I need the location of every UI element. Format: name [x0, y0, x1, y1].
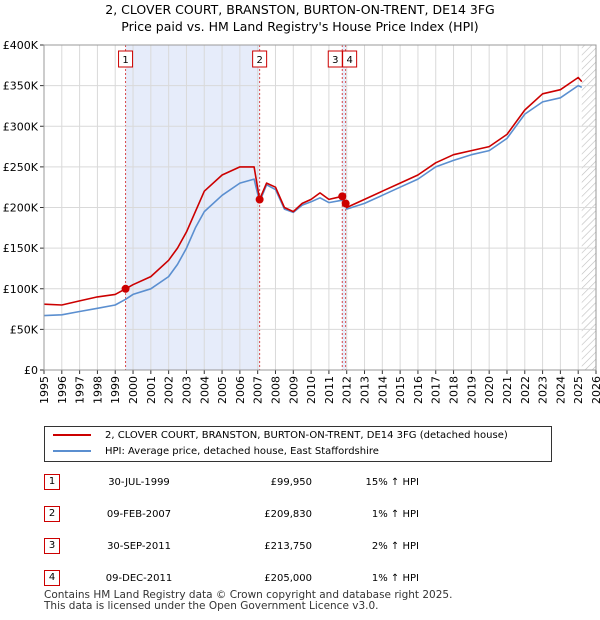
- table-row: 1 30-JUL-1999 £99,950 15% ↑ HPI: [44, 474, 564, 492]
- x-tick-label: 2021: [501, 376, 514, 404]
- x-tick-label: 2000: [127, 376, 140, 404]
- transaction-badge: 2: [44, 506, 60, 522]
- x-tick-label: 2010: [305, 376, 318, 404]
- legend-swatch-property: [53, 434, 91, 436]
- x-tick-label: 2004: [198, 376, 211, 404]
- transaction-point: [338, 192, 347, 201]
- transaction-label-text: 4: [346, 55, 352, 66]
- x-tick-label: 1999: [109, 376, 122, 404]
- legend-label-hpi: HPI: Average price, detached house, East…: [105, 446, 379, 457]
- x-tick-label: 2020: [483, 376, 496, 404]
- transaction-hpi-change: 15% ↑ HPI: [365, 477, 419, 488]
- x-tick-label: 2015: [394, 376, 407, 404]
- x-tick-label: 2017: [430, 376, 443, 404]
- x-tick-label: 2022: [519, 376, 532, 404]
- property-price-line: [44, 76, 583, 306]
- transaction-point: [255, 195, 264, 204]
- hpi-line: [44, 84, 583, 317]
- x-tick-label: 2019: [465, 376, 478, 404]
- transaction-price: £209,830: [264, 509, 312, 520]
- x-tick-label: 2012: [341, 376, 354, 404]
- x-tick-label: 2018: [448, 376, 461, 404]
- transaction-price: £205,000: [264, 573, 312, 584]
- x-tick-label: 2026: [590, 376, 600, 404]
- table-row: 3 30-SEP-2011 £213,750 2% ↑ HPI: [44, 538, 564, 556]
- y-tick-label: £200K: [3, 202, 39, 215]
- x-tick-label: 2003: [180, 376, 193, 404]
- y-tick-label: £250K: [3, 161, 39, 174]
- x-tick-label: 2007: [252, 376, 265, 404]
- plot-frame: [43, 44, 597, 371]
- transaction-date: 30-JUL-1999: [108, 477, 170, 488]
- x-tick-label: 2006: [234, 376, 247, 404]
- transaction-label-box: [118, 50, 134, 68]
- transaction-badge: 3: [44, 538, 60, 554]
- y-tick-label: £300K: [3, 120, 39, 133]
- x-tick-label: 2023: [537, 376, 550, 404]
- x-tick-label: 1995: [38, 376, 51, 404]
- table-row: 4 09-DEC-2011 £205,000 1% ↑ HPI: [44, 570, 564, 588]
- x-tick-label: 2011: [323, 376, 336, 404]
- legend-swatch-hpi: [53, 450, 91, 452]
- transaction-point: [341, 199, 350, 208]
- transaction-hpi-change: 2% ↑ HPI: [371, 541, 419, 552]
- y-tick-label: £400K: [3, 39, 39, 52]
- y-tick-label: £50K: [10, 323, 39, 336]
- x-tick-label: 2025: [572, 376, 585, 404]
- x-tick-label: 2001: [145, 376, 158, 404]
- transaction-badge: 1: [44, 474, 60, 490]
- x-tick-label: 1996: [56, 376, 69, 404]
- transaction-point: [121, 284, 130, 293]
- x-tick-label: 2024: [554, 376, 567, 404]
- transaction-hpi-change: 1% ↑ HPI: [371, 573, 419, 584]
- x-tick-label: 2013: [359, 376, 372, 404]
- x-tick-label: 2008: [269, 376, 282, 404]
- y-tick-label: £350K: [3, 80, 39, 93]
- transaction-label-text: 1: [122, 55, 128, 66]
- transaction-date: 09-DEC-2011: [105, 573, 173, 584]
- x-tick-label: 2002: [163, 376, 176, 404]
- legend-item-hpi: HPI: Average price, detached house, East…: [53, 444, 379, 460]
- transaction-label-text: 3: [332, 55, 338, 66]
- transaction-label-text: 2: [256, 55, 262, 66]
- transaction-label-box: [342, 50, 358, 68]
- transaction-hpi-change: 1% ↑ HPI: [371, 509, 419, 520]
- x-tick-label: 2016: [412, 376, 425, 404]
- x-tick-label: 2005: [216, 376, 229, 404]
- transaction-date: 30-SEP-2011: [107, 541, 171, 552]
- x-tick-label: 1998: [91, 376, 104, 404]
- transaction-label-box: [252, 50, 268, 68]
- chart-title-block: 2, CLOVER COURT, BRANSTON, BURTON-ON-TRE…: [0, 1, 600, 35]
- transaction-date: 09-FEB-2007: [106, 509, 172, 520]
- table-row: 2 09-FEB-2007 £209,830 1% ↑ HPI: [44, 506, 564, 524]
- footer-line2: This data is licensed under the Open Gov…: [44, 600, 379, 612]
- chart-title-line2: Price paid vs. HM Land Registry's House …: [121, 19, 479, 34]
- x-tick-label: 2014: [376, 376, 389, 404]
- y-tick-label: £100K: [3, 283, 39, 296]
- x-tick-label: 2009: [287, 376, 300, 404]
- x-tick-label: 1997: [74, 376, 87, 404]
- transaction-price: £99,950: [270, 477, 312, 488]
- transaction-badge: 4: [44, 570, 60, 586]
- legend-label-property: 2, CLOVER COURT, BRANSTON, BURTON-ON-TRE…: [105, 430, 508, 441]
- y-tick-label: £0: [24, 364, 38, 377]
- legend-item-property: 2, CLOVER COURT, BRANSTON, BURTON-ON-TRE…: [53, 428, 508, 444]
- footer-attribution: Contains HM Land Registry data © Crown c…: [44, 590, 452, 612]
- y-tick-label: £150K: [3, 242, 39, 255]
- transaction-price: £213,750: [264, 541, 312, 552]
- footer-line1: Contains HM Land Registry data © Crown c…: [44, 589, 453, 601]
- chart-legend: 2, CLOVER COURT, BRANSTON, BURTON-ON-TRE…: [44, 426, 552, 462]
- chart-title-line1: 2, CLOVER COURT, BRANSTON, BURTON-ON-TRE…: [105, 2, 495, 17]
